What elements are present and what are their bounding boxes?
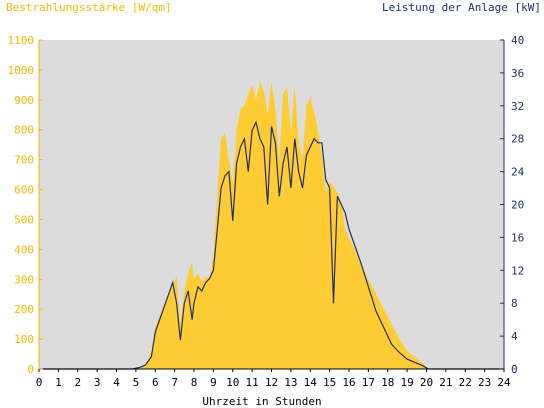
x-tick-label: 22 [459, 376, 472, 389]
x-tick-label: 16 [342, 376, 355, 389]
right-tick-label: 12 [511, 264, 524, 277]
right-axis-title: Leistung der Anlage [kW] [382, 1, 541, 14]
right-tick-label: 20 [511, 199, 524, 212]
x-tick-label: 23 [478, 376, 491, 389]
left-tick-label: 0 [27, 363, 34, 376]
right-tick-label: 0 [511, 363, 518, 376]
left-tick-label: 1100 [8, 34, 35, 47]
right-tick-label: 4 [511, 330, 518, 343]
x-tick-label: 0 [36, 376, 43, 389]
left-tick-label: 700 [14, 154, 34, 167]
left-tick-label: 600 [14, 184, 34, 197]
left-axis-title: Bestrahlungsstärke [W/qm] [6, 1, 172, 14]
right-tick-label: 36 [511, 67, 524, 80]
x-tick-label: 5 [133, 376, 140, 389]
x-tick-label: 18 [381, 376, 394, 389]
x-tick-label: 10 [226, 376, 239, 389]
right-tick-label: 40 [511, 34, 524, 47]
left-tick-label: 300 [14, 273, 34, 286]
left-tick-label: 800 [14, 124, 34, 137]
left-tick-label: 500 [14, 213, 34, 226]
x-tick-label: 7 [171, 376, 178, 389]
left-tick-label: 200 [14, 303, 34, 316]
x-tick-label: 2 [74, 376, 81, 389]
x-tick-label: 14 [304, 376, 318, 389]
x-tick-label: 9 [210, 376, 217, 389]
x-axis-title: Uhrzeit in Stunden [202, 395, 321, 408]
x-tick-label: 20 [420, 376, 433, 389]
x-tick-label: 12 [265, 376, 278, 389]
left-tick-label: 900 [14, 94, 34, 107]
x-tick-label: 17 [362, 376, 375, 389]
x-tick-label: 15 [323, 376, 336, 389]
x-tick-label: 11 [246, 376, 259, 389]
right-tick-label: 16 [511, 231, 524, 244]
power-line [39, 120, 504, 370]
right-tick-label: 28 [511, 133, 524, 146]
x-tick-label: 3 [94, 376, 101, 389]
left-tick-label: 1000 [8, 64, 35, 77]
left-tick-label: 400 [14, 243, 34, 256]
left-tick-label: 100 [14, 333, 34, 346]
x-tick-label: 6 [152, 376, 159, 389]
right-tick-label: 24 [511, 166, 525, 179]
x-tick-label: 4 [113, 376, 120, 389]
x-tick-label: 8 [191, 376, 198, 389]
x-tick-label: 13 [284, 376, 297, 389]
irradiance-area [39, 81, 504, 370]
right-tick-label: 8 [511, 297, 518, 310]
x-tick-label: 19 [401, 376, 414, 389]
x-tick-label: 21 [439, 376, 452, 389]
x-tick-label: 24 [497, 376, 511, 389]
x-tick-label: 1 [55, 376, 62, 389]
right-tick-label: 32 [511, 100, 524, 113]
